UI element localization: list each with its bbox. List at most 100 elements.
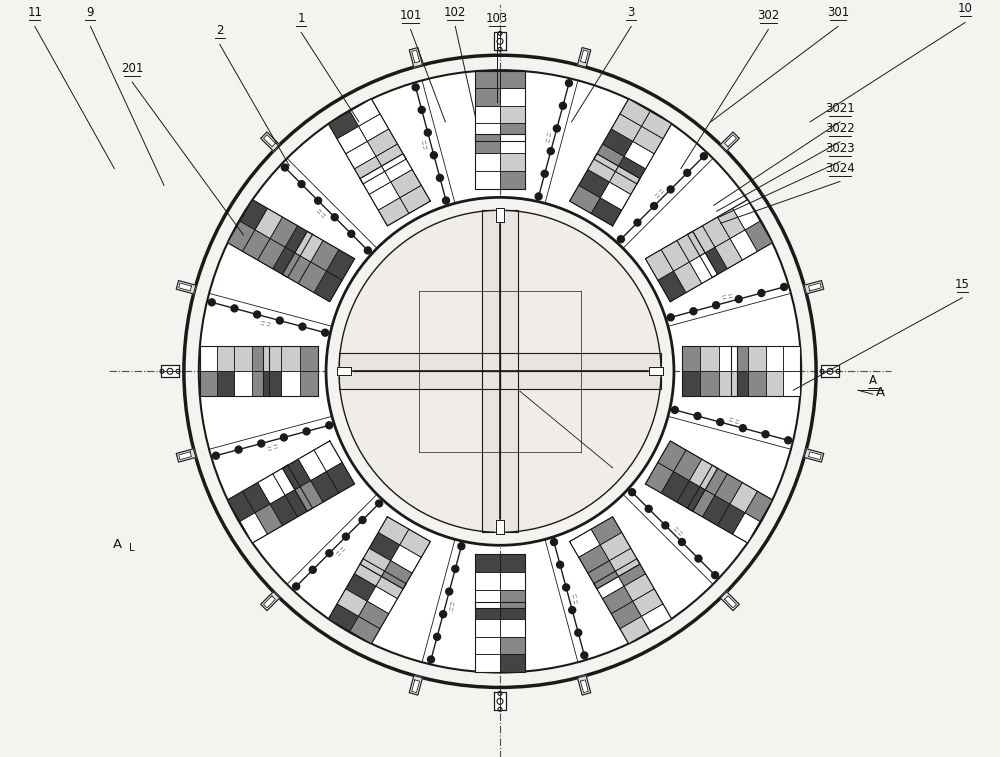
Text: 302: 302 — [757, 9, 780, 23]
Polygon shape — [227, 221, 255, 251]
Polygon shape — [475, 153, 500, 171]
Circle shape — [326, 198, 674, 545]
Polygon shape — [311, 241, 339, 271]
Circle shape — [446, 588, 453, 595]
Polygon shape — [176, 281, 196, 294]
Circle shape — [424, 129, 431, 136]
Polygon shape — [295, 232, 323, 262]
Polygon shape — [579, 545, 609, 573]
Polygon shape — [641, 111, 672, 139]
Circle shape — [566, 79, 572, 86]
Polygon shape — [821, 366, 839, 377]
Polygon shape — [376, 572, 406, 599]
Text: 101: 101 — [399, 9, 422, 23]
Circle shape — [254, 311, 261, 318]
Text: i i
i i: i i i i — [673, 524, 683, 534]
Text: L: L — [129, 544, 135, 553]
Circle shape — [458, 543, 465, 550]
Polygon shape — [731, 347, 748, 372]
Polygon shape — [482, 372, 518, 532]
Circle shape — [434, 634, 441, 640]
Polygon shape — [382, 561, 412, 589]
Polygon shape — [500, 153, 525, 171]
Circle shape — [428, 656, 434, 663]
Text: 10: 10 — [958, 2, 973, 15]
Polygon shape — [314, 441, 342, 472]
Circle shape — [713, 302, 720, 309]
Polygon shape — [700, 466, 727, 495]
Polygon shape — [285, 226, 313, 256]
Polygon shape — [475, 590, 500, 608]
Circle shape — [430, 151, 437, 159]
Polygon shape — [252, 372, 269, 396]
Circle shape — [342, 533, 349, 540]
Polygon shape — [804, 449, 824, 462]
Polygon shape — [378, 517, 409, 545]
Polygon shape — [475, 123, 500, 141]
Polygon shape — [359, 601, 389, 629]
Circle shape — [694, 413, 701, 419]
Polygon shape — [311, 472, 339, 502]
Polygon shape — [600, 182, 631, 210]
Polygon shape — [500, 135, 525, 153]
Polygon shape — [579, 170, 609, 198]
Polygon shape — [609, 548, 640, 577]
Circle shape — [436, 174, 443, 182]
Circle shape — [678, 538, 685, 546]
Polygon shape — [718, 208, 745, 238]
Circle shape — [497, 39, 503, 45]
Polygon shape — [494, 693, 506, 710]
Circle shape — [231, 305, 238, 312]
Circle shape — [339, 210, 661, 532]
Polygon shape — [354, 559, 385, 586]
Text: 3024: 3024 — [825, 161, 855, 175]
Polygon shape — [227, 491, 255, 522]
Text: i i
i i: i i i i — [449, 599, 455, 610]
Polygon shape — [748, 372, 766, 396]
Text: i i
i i: i i i i — [571, 591, 578, 603]
Polygon shape — [591, 198, 622, 226]
Polygon shape — [270, 495, 298, 525]
Polygon shape — [258, 238, 285, 269]
Polygon shape — [475, 171, 500, 189]
Polygon shape — [500, 89, 525, 106]
Polygon shape — [687, 226, 715, 256]
Circle shape — [785, 437, 792, 444]
Polygon shape — [730, 482, 757, 512]
Polygon shape — [500, 637, 525, 654]
Circle shape — [412, 84, 419, 91]
Polygon shape — [733, 512, 760, 543]
Polygon shape — [234, 372, 252, 396]
Polygon shape — [615, 559, 646, 586]
Polygon shape — [354, 157, 385, 184]
Polygon shape — [591, 517, 622, 545]
Polygon shape — [337, 126, 367, 154]
Text: 2: 2 — [216, 24, 223, 37]
Polygon shape — [500, 71, 525, 89]
Text: 301: 301 — [827, 7, 849, 20]
Polygon shape — [645, 250, 674, 280]
Circle shape — [326, 422, 333, 428]
Polygon shape — [475, 637, 500, 654]
Polygon shape — [263, 135, 275, 147]
Circle shape — [167, 369, 173, 374]
Text: 103: 103 — [486, 12, 508, 26]
Text: 3: 3 — [628, 7, 635, 20]
Polygon shape — [376, 144, 406, 172]
Circle shape — [498, 31, 502, 36]
Text: 9: 9 — [87, 7, 94, 20]
Polygon shape — [603, 129, 633, 157]
Polygon shape — [588, 154, 618, 182]
Polygon shape — [360, 548, 391, 577]
Polygon shape — [700, 372, 719, 396]
Polygon shape — [609, 166, 640, 195]
Polygon shape — [475, 135, 500, 153]
Circle shape — [559, 102, 566, 109]
Polygon shape — [263, 347, 281, 372]
Polygon shape — [611, 601, 641, 629]
Text: i i
i i: i i i i — [268, 443, 280, 450]
Polygon shape — [500, 171, 525, 189]
Polygon shape — [731, 372, 748, 396]
Text: A: A — [876, 386, 885, 399]
Polygon shape — [745, 221, 773, 251]
